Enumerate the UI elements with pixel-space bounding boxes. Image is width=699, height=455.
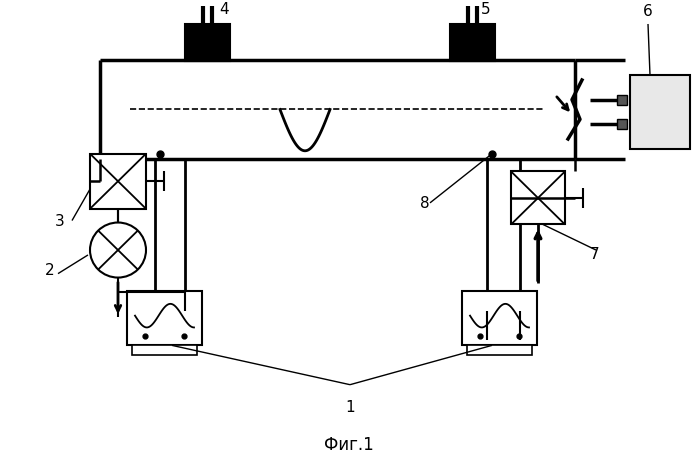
Bar	[450, 25, 495, 62]
Text: 7: 7	[590, 247, 600, 262]
Text: 4: 4	[219, 2, 229, 17]
Text: 1: 1	[345, 399, 355, 415]
Bar	[617, 96, 627, 106]
Circle shape	[90, 223, 146, 278]
Bar	[185, 25, 230, 62]
Bar	[511, 172, 565, 225]
Text: 5: 5	[481, 2, 491, 17]
Text: 2: 2	[45, 263, 55, 278]
Text: 8: 8	[420, 196, 430, 211]
Bar	[127, 292, 202, 346]
Text: Фиг.1: Фиг.1	[324, 435, 374, 453]
Text: 6: 6	[643, 4, 653, 19]
Text: 3: 3	[55, 213, 65, 228]
Bar	[132, 346, 197, 355]
Bar	[617, 120, 627, 130]
Bar	[630, 76, 690, 150]
Bar	[90, 154, 146, 209]
Bar	[462, 292, 537, 346]
Bar	[467, 346, 532, 355]
